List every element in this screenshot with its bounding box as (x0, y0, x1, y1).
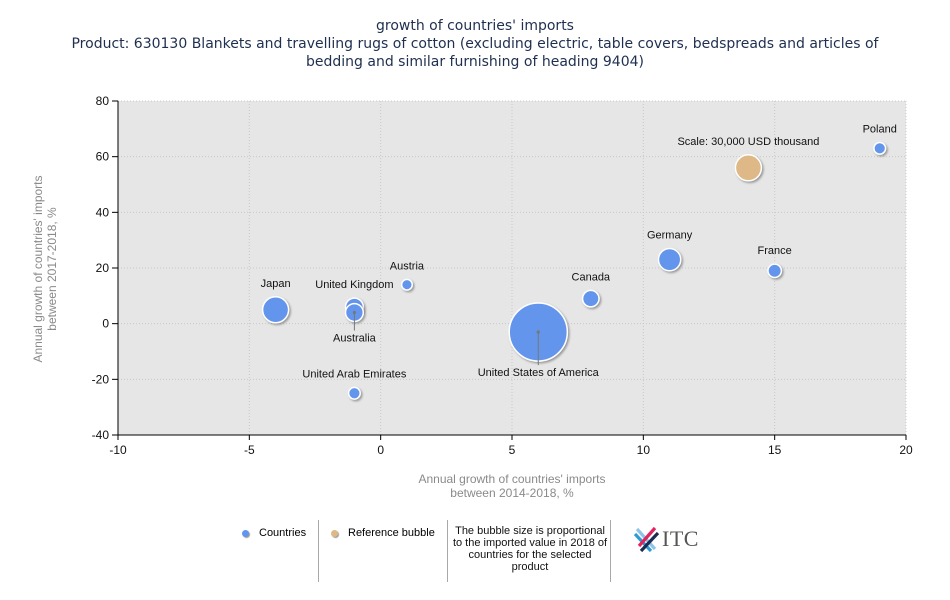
x-axis-label-line-1: Annual growth of countries' imports (418, 472, 606, 486)
x-tick-label: 0 (377, 443, 384, 457)
itc-logo: ITC (633, 526, 699, 552)
axes: -40 -20 0 20 40 60 80 -10 -5 0 5 10 15 20 (92, 94, 913, 457)
y-tick-label: 40 (96, 205, 110, 219)
title-line-1: growth of countries' imports (376, 18, 574, 34)
x-tick-label: 15 (768, 443, 782, 457)
bubble-germany[interactable] (657, 247, 682, 272)
bubble-label-canada: Canada (572, 271, 611, 283)
bubble-label-japan: Japan (261, 278, 291, 290)
x-tick-label: 5 (509, 443, 516, 457)
legend-label-countries: Countries (259, 527, 307, 539)
bubble-label-france: France (758, 245, 792, 257)
bubble-size-note: The bubble size is proportional to the i… (452, 525, 608, 573)
bubble-label-united-states-of-america: United States of America (478, 367, 600, 379)
itc-logo-text: ITC (662, 526, 699, 551)
bubble-canada[interactable] (581, 289, 600, 308)
y-tick-label: 0 (102, 317, 109, 331)
y-axis-label-line-1: Annual growth of countries' imports (31, 175, 45, 363)
x-axis-label-line-2: between 2014-2018, % (450, 486, 574, 500)
bubble-label-australia: Australia (333, 333, 377, 345)
title-line-2: Product: 630130 Blankets and travelling … (71, 36, 879, 52)
bubble-label-poland: Poland (863, 124, 897, 136)
bubble-labels: United States of America Japan Scale: 30,0… (261, 124, 897, 381)
x-tick-label: 20 (899, 443, 913, 457)
legend-dot-reference-icon (331, 529, 338, 537)
legend-divider (318, 520, 319, 582)
chart-title: growth of countries' imports Product: 63… (0, 17, 950, 71)
y-axis-label-line-2: between 2017-2018, % (45, 207, 59, 331)
y-tick-label: -20 (92, 372, 110, 386)
x-axis-label: Annual growth of countries' imports betwe… (362, 472, 662, 500)
y-axis-label: Annual growth of countries' imports betwe… (31, 139, 59, 399)
legend-divider (447, 520, 448, 582)
x-tick-label: 10 (637, 443, 651, 457)
bubble-france[interactable] (767, 263, 783, 279)
legend-dot-countries-icon (242, 529, 249, 537)
bubble-label-germany: Germany (647, 230, 693, 242)
legend-label-reference: Reference bubble (348, 527, 435, 539)
label-leader-dot (352, 310, 356, 315)
y-tick-label: -40 (92, 428, 110, 442)
y-tick-label: 20 (96, 261, 110, 275)
itc-logo-icon (633, 526, 659, 552)
legend-item-countries[interactable]: Countries (242, 527, 306, 539)
x-tick-label: -10 (109, 443, 127, 457)
x-tick-label: -5 (244, 443, 255, 457)
bubble-label-united-kingdom: United Kingdom (315, 279, 393, 291)
label-leader-dot (536, 330, 540, 334)
legend-divider (610, 520, 611, 582)
bubble-label-austria: Austria (390, 260, 425, 272)
bubble-austria[interactable] (400, 278, 413, 291)
y-tick-label: 60 (96, 150, 110, 164)
bubble-label-scale-30-000-usd-thousand: Scale: 30,000 USD thousand (677, 136, 819, 148)
bubble-label-united-arab-emirates: United Arab Emirates (302, 368, 406, 380)
legend-item-reference[interactable]: Reference bubble (331, 527, 435, 539)
bubble-poland[interactable] (873, 141, 887, 155)
bubble-japan[interactable] (261, 296, 290, 324)
bubble-united-arab-emirates[interactable] (347, 386, 361, 400)
y-tick-label: 80 (96, 94, 110, 108)
reference-bubble-scale-30-000-usd-thousand[interactable] (734, 154, 763, 182)
title-line-3: bedding and similar furnishing of headin… (306, 54, 644, 70)
